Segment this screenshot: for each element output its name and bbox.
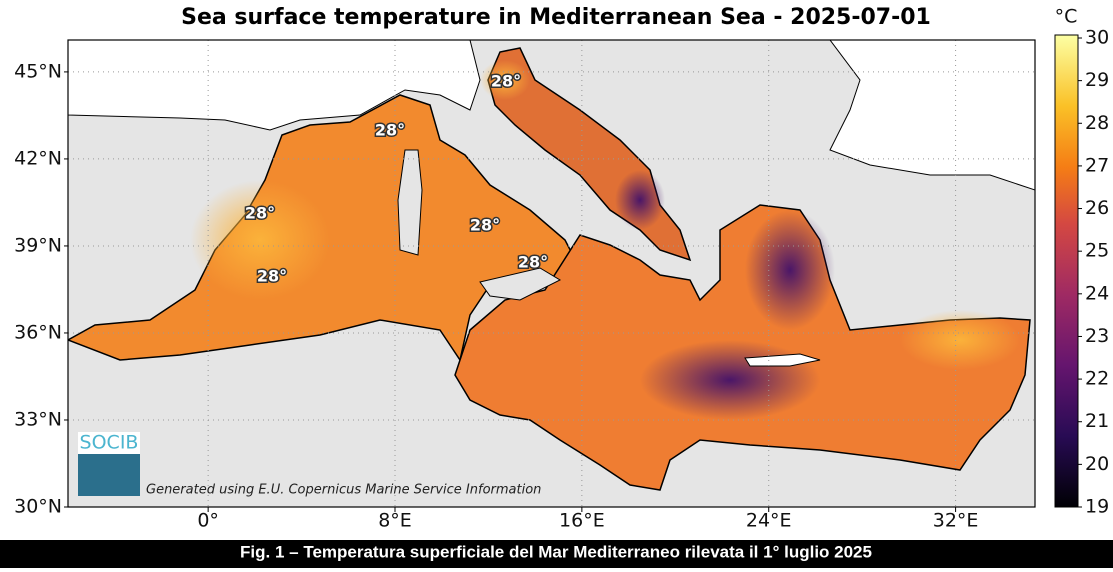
map-title: Sea surface temperature in Mediterranean… bbox=[181, 5, 931, 30]
island bbox=[479, 267, 562, 301]
island bbox=[744, 353, 821, 367]
caption: Fig. 1 – Temperatura superficiale del Ma… bbox=[240, 542, 872, 561]
y-tick-label: 30°N bbox=[14, 496, 62, 518]
annotation: 28° bbox=[245, 204, 275, 223]
colorbar-tick-label: 20 bbox=[1085, 453, 1109, 475]
colorbar-tick-label: 28 bbox=[1085, 112, 1109, 134]
y-tick-label: 45°N bbox=[14, 60, 62, 82]
y-tick-label: 39°N bbox=[14, 234, 62, 256]
x-tick-label: 16°E bbox=[559, 510, 605, 532]
colorbar-tick-label: 22 bbox=[1085, 368, 1109, 390]
y-tick-label: 42°N bbox=[14, 147, 62, 169]
annotation: 28° bbox=[470, 216, 500, 235]
colorbar-tick-label: 19 bbox=[1085, 496, 1109, 518]
colorbar-tick-label: 27 bbox=[1085, 154, 1109, 176]
colorbar-tick-label: 21 bbox=[1085, 410, 1109, 432]
x-tick-label: 0° bbox=[197, 510, 219, 532]
x-tick-label: 32°E bbox=[933, 510, 979, 532]
land bbox=[829, 40, 1035, 191]
annotation: 28° bbox=[257, 267, 287, 286]
sea bbox=[68, 47, 1031, 491]
credit: Generated using E.U. Copernicus Marine S… bbox=[146, 483, 541, 498]
grid bbox=[68, 40, 1035, 507]
island bbox=[397, 149, 423, 256]
colorbar-tick-label: 26 bbox=[1085, 197, 1109, 219]
caption-bar bbox=[0, 540, 1113, 568]
y-tick-label: 36°N bbox=[14, 321, 62, 343]
colorbar-unit: °C bbox=[1055, 6, 1078, 28]
map-frame bbox=[67, 39, 1036, 508]
logo-box bbox=[78, 432, 140, 454]
colorbar bbox=[1054, 34, 1079, 508]
x-tick-label: 24°E bbox=[746, 510, 792, 532]
annotation: 28° bbox=[491, 72, 521, 91]
colorbar-tick-label: 30 bbox=[1085, 27, 1109, 49]
annotation: 28° bbox=[375, 121, 405, 140]
colorbar-tick-label: 24 bbox=[1085, 282, 1109, 304]
annotation: 28° bbox=[518, 253, 548, 272]
x-tick-label: 8°E bbox=[378, 510, 412, 532]
logo: SOCIB bbox=[80, 432, 139, 454]
map: 28° 28° 28° 28° 28° 28° SOCIB Generated … bbox=[68, 40, 1035, 507]
colorbar-tick-label: 29 bbox=[1085, 69, 1109, 91]
colorbar-tick-label: 23 bbox=[1085, 325, 1109, 347]
y-tick-label: 33°N bbox=[14, 408, 62, 430]
colorbar-tick-label: 25 bbox=[1085, 240, 1109, 262]
